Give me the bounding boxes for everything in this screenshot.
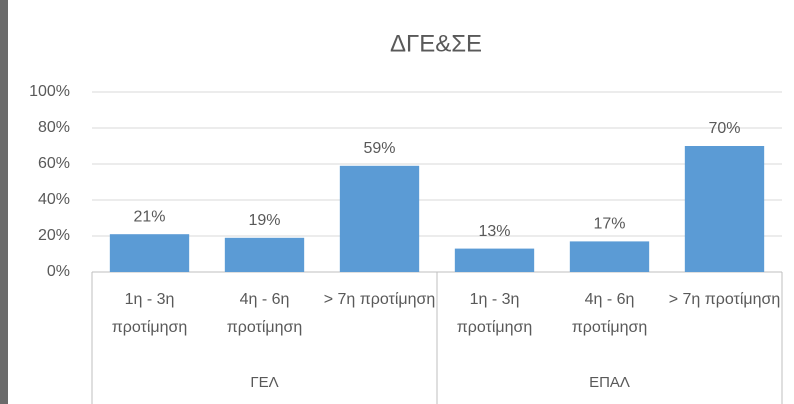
x-tick-label: > 7η προτίμηση [323,291,436,308]
y-tick-label: 40% [38,191,70,208]
bar [684,146,765,272]
y-tick-label: 80% [38,119,70,136]
y-tick-label: 100% [29,83,70,100]
x-tick-label: 1η - 3η προτίμηση [111,291,188,336]
data-label: 70% [708,120,740,137]
chart-title: ΔΓΕ&ΣΕ [390,30,482,57]
x-tick-label: 4η - 6η προτίμηση [571,291,648,336]
data-label: 19% [248,212,280,229]
x-tick-label: 4η - 6η προτίμηση [226,291,303,336]
group-label: ΕΠΑΛ [589,374,630,391]
bar [224,237,305,272]
group-label: ΓΕΛ [250,374,278,391]
y-tick-label: 0% [47,263,70,280]
data-label: 17% [593,216,625,233]
bar [454,248,535,272]
y-tick-label: 60% [38,155,70,172]
frame-edge [0,0,8,404]
data-label: 59% [363,140,395,157]
data-label: 13% [478,223,510,240]
y-tick-label: 20% [38,227,70,244]
bar [339,165,420,272]
bar [109,234,190,272]
x-tick-label: > 7η προτίμηση [668,291,781,308]
data-label: 21% [133,208,165,225]
bar [569,241,650,272]
x-tick-label: 1η - 3η προτίμηση [456,291,533,336]
